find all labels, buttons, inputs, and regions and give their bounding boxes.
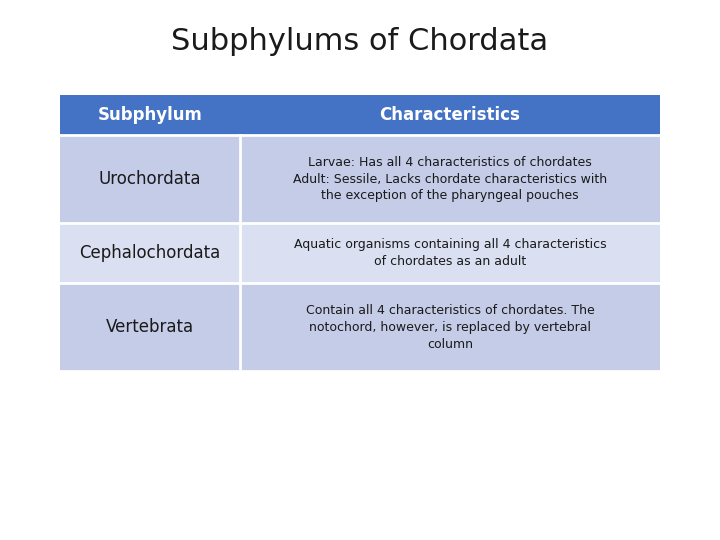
Text: Contain all 4 characteristics of chordates. The
notochord, however, is replaced : Contain all 4 characteristics of chordat… bbox=[305, 303, 595, 350]
Text: Aquatic organisms containing all 4 characteristics
of chordates as an adult: Aquatic organisms containing all 4 chara… bbox=[294, 238, 606, 268]
Text: Subphylum: Subphylum bbox=[98, 106, 202, 124]
Text: Cephalochordata: Cephalochordata bbox=[79, 244, 220, 262]
Text: Vertebrata: Vertebrata bbox=[106, 318, 194, 336]
Bar bbox=[60, 223, 660, 283]
Bar bbox=[60, 95, 660, 135]
Bar bbox=[60, 283, 660, 371]
Text: Subphylums of Chordata: Subphylums of Chordata bbox=[171, 28, 549, 57]
Text: Larvae: Has all 4 characteristics of chordates
Adult: Sessile, Lacks chordate ch: Larvae: Has all 4 characteristics of cho… bbox=[293, 156, 607, 202]
Bar bbox=[60, 135, 660, 223]
Text: Urochordata: Urochordata bbox=[99, 170, 202, 188]
Text: Characteristics: Characteristics bbox=[379, 106, 521, 124]
